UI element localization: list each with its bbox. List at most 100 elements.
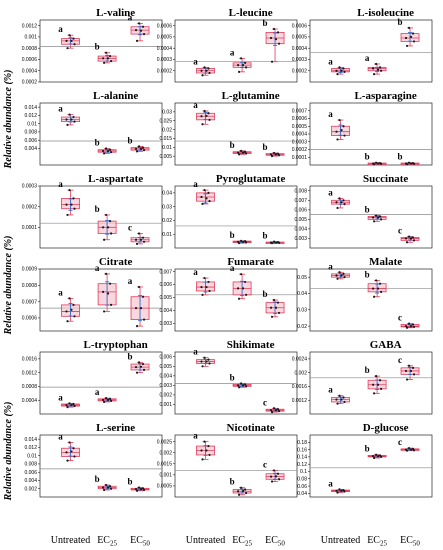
- box-untreated: a: [193, 431, 215, 461]
- data-point: [207, 280, 210, 284]
- data-point: [335, 489, 338, 492]
- y-tick-label: 0.0003: [292, 57, 308, 63]
- significance-letter: a: [365, 53, 370, 63]
- y-tick-label: 0.014: [24, 105, 37, 111]
- y-tick-label: 0.003: [294, 236, 307, 242]
- y-tick-label: 0.0001: [292, 155, 308, 161]
- data-point: [335, 130, 338, 133]
- data-point: [375, 161, 378, 164]
- data-point: [110, 303, 113, 306]
- data-point: [404, 36, 408, 40]
- box-untreated: a: [328, 261, 350, 280]
- data-point: [110, 487, 113, 490]
- data-point: [207, 67, 210, 70]
- y-tick-label: 0.0006: [157, 23, 173, 29]
- panel-l-leucine: L-leucine 0.0006 0.0005 0.0004 0.0003 0.0002 a…: [157, 7, 298, 83]
- panel-shikimate: Shikimate 0.006 0.005 0.004 0.003 0.002 0.001 a…: [159, 339, 298, 415]
- significance-letter: a: [95, 263, 100, 273]
- box-untreated: a: [193, 179, 215, 206]
- data-point: [375, 453, 378, 456]
- panel-frame: [309, 351, 433, 415]
- significance-letter: a: [58, 287, 63, 297]
- data-point: [73, 404, 76, 408]
- data-point: [244, 488, 247, 491]
- data-point: [379, 66, 382, 69]
- box-ec50: c: [398, 226, 420, 244]
- data-point: [103, 61, 106, 64]
- data-point: [139, 488, 143, 491]
- data-point: [240, 149, 243, 152]
- data-point: [245, 385, 248, 388]
- data-point: [208, 200, 211, 203]
- data-point: [372, 455, 375, 458]
- y-tick-label: 0.015: [159, 136, 172, 142]
- data-point: [405, 378, 409, 381]
- data-point: [203, 276, 206, 280]
- data-point: [65, 310, 68, 313]
- panel-title: Fumarate: [227, 256, 274, 268]
- data-point: [68, 402, 71, 405]
- box-untreated: a: [193, 347, 215, 368]
- data-point: [139, 307, 143, 310]
- data-point: [141, 487, 145, 490]
- panel-succinate: Succinate 0.008 0.007 0.006 0.005 0.004 0.003 a…: [294, 173, 433, 249]
- y-tick-label: 0.04: [297, 291, 307, 297]
- data-point: [276, 301, 280, 304]
- data-point: [110, 60, 113, 63]
- data-point: [240, 382, 243, 385]
- y-tick-label: 0.0004: [292, 132, 308, 138]
- data-point: [411, 32, 415, 35]
- data-point: [242, 489, 245, 493]
- data-point: [237, 63, 240, 67]
- panel-title: L-valine: [96, 7, 135, 19]
- data-point: [142, 32, 146, 36]
- data-point: [276, 31, 280, 34]
- data-point: [109, 397, 112, 400]
- data-point: [240, 273, 243, 276]
- panel-title: L-serine: [96, 422, 135, 434]
- box-ec25: b: [230, 230, 252, 245]
- data-point: [139, 147, 143, 150]
- data-point: [110, 232, 113, 235]
- significance-letter: b: [263, 18, 268, 28]
- significance-letter: a: [193, 100, 198, 110]
- data-point: [411, 447, 415, 450]
- data-point: [237, 287, 240, 290]
- box-ec25: b: [365, 269, 387, 298]
- data-point: [405, 241, 409, 244]
- data-point: [274, 306, 278, 309]
- box-ec50: a: [128, 12, 150, 42]
- y-tick-label: 0.003: [159, 383, 172, 389]
- data-point: [373, 392, 376, 395]
- panel-title: Shikimate: [227, 339, 275, 351]
- box-untreated: a: [193, 100, 215, 126]
- significance-letter: a: [58, 179, 63, 189]
- box-untreated: a: [328, 56, 350, 76]
- data-point: [342, 125, 345, 128]
- data-point: [340, 489, 343, 492]
- data-point: [412, 239, 416, 242]
- data-point: [72, 37, 75, 40]
- data-point: [411, 323, 415, 326]
- data-point: [375, 214, 378, 217]
- data-point: [373, 295, 376, 298]
- data-point: [208, 289, 211, 293]
- y-tick-label: 0.0004: [22, 68, 38, 74]
- box-ec50: c: [128, 223, 150, 245]
- y-tick-label: 0.16: [297, 447, 307, 453]
- y-tick-label: 0.03: [297, 307, 307, 313]
- significance-letter: b: [95, 42, 100, 52]
- panel-nicotinate: Nicotinate 0.0025 0.002 0.0015 0.001 0.0005 a b…: [157, 422, 298, 498]
- data-point: [373, 73, 376, 76]
- panel-frame: [39, 19, 163, 83]
- data-point: [277, 478, 281, 481]
- data-point: [110, 399, 113, 403]
- data-point: [238, 153, 241, 156]
- data-point: [272, 298, 276, 302]
- data-point: [107, 486, 110, 489]
- data-point: [137, 285, 141, 289]
- box-ec25: a: [365, 53, 387, 76]
- panel-l-aspartate: L-aspartate 0.0003 0.0002 0.0001 a b c: [22, 173, 163, 249]
- data-point: [70, 39, 73, 42]
- y-tick-label: 0.004: [294, 227, 307, 233]
